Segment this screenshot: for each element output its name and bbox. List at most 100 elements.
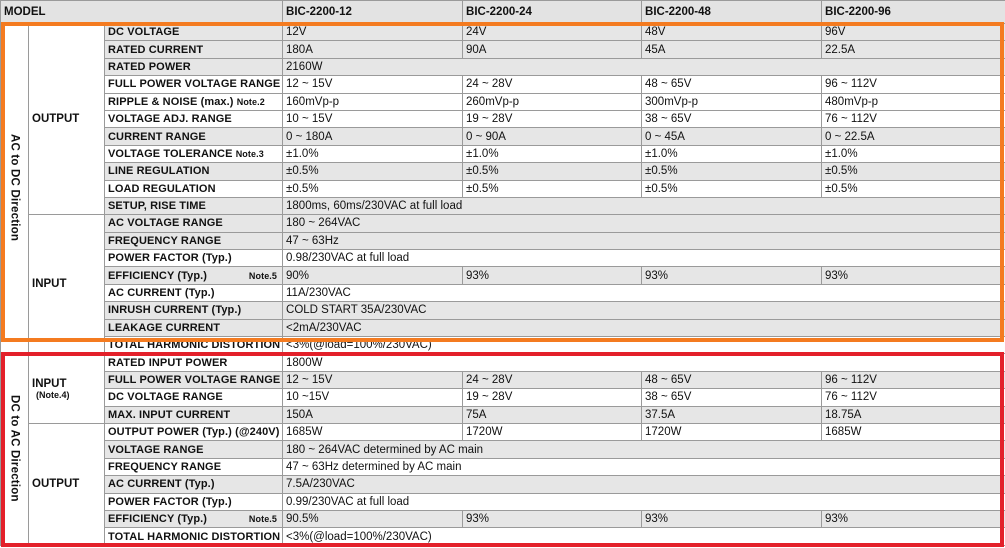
row-label: POWER FACTOR (Typ.) <box>103 492 284 511</box>
cell-value: COLD START 35A/230VAC <box>282 301 1005 320</box>
row-label: RIPPLE & NOISE (max.) Note.2 <box>103 92 284 111</box>
cell-value: 7.5A/230VAC <box>282 475 1005 494</box>
cell-value: 11A/230VAC <box>282 283 1005 303</box>
cell-value: 45A <box>641 40 823 59</box>
cell-value: 0 ~ 45A <box>641 127 823 146</box>
cell-value: ±0.5% <box>462 179 643 198</box>
cell-value: 18.75A <box>821 405 1005 424</box>
row-label: DC VOLTAGE RANGE <box>103 388 284 407</box>
cell-value: ±0.5% <box>282 179 464 198</box>
table-row: AC CURRENT (Typ.) 11A/230VAC <box>1 283 1005 303</box>
cell-value: 93% <box>641 509 823 529</box>
cell-value: 47 ~ 63Hz <box>282 231 1005 251</box>
cell-value: 2160W <box>282 57 1005 77</box>
cell-value: 0.98/230VAC at full load <box>282 249 1005 268</box>
row-label: FULL POWER VOLTAGE RANGE <box>103 75 284 94</box>
cell-value: 93% <box>641 266 823 285</box>
group-label-input: INPUT <box>28 214 105 355</box>
cell-value: 12V <box>282 22 464 42</box>
cell-value: 12 ~ 15V <box>282 370 464 390</box>
row-label: TOTAL HARMONIC DISTORTION <box>103 336 284 355</box>
table-row: AC to DC Direction OUTPUT DC VOLTAGE 12V… <box>0 22 1005 355</box>
table-row: TOTAL HARMONIC DISTORTION <3%(@load=100%… <box>1 527 1005 546</box>
cell-value: ±0.5% <box>821 162 1005 181</box>
cell-value: 90% <box>282 266 464 285</box>
group-note: (Note.4) <box>36 389 70 400</box>
cell-value: 75A <box>462 405 643 424</box>
table-row: RIPPLE & NOISE (max.) Note.2 160mVp-p 26… <box>1 92 1005 111</box>
cell-value: ±1.0% <box>821 144 1005 164</box>
table-row: DC to AC Direction INPUT (Note.4) RATED I… <box>0 353 1005 546</box>
row-label: OUTPUT POWER (Typ.) (@240V) <box>103 422 284 442</box>
cell-value: 150A <box>282 405 464 424</box>
cell-value: 47 ~ 63Hz determined by AC main <box>282 457 1005 477</box>
cell-value: 37.5A <box>641 405 823 424</box>
cell-value: 24V <box>462 22 643 42</box>
cell-value: 96 ~ 112V <box>821 370 1005 390</box>
note-ref: Note.5 <box>248 270 278 281</box>
cell-value: <2mA/230VAC <box>282 318 1005 338</box>
cell-value: 0 ~ 22.5A <box>821 127 1005 146</box>
row-label: DC VOLTAGE <box>103 22 284 42</box>
row-label: LEAKAGE CURRENT <box>103 318 284 338</box>
cell-value: 160mVp-p <box>282 92 464 111</box>
table-row: OUTPUT OUTPUT POWER (Typ.) (@240V) 1685W… <box>1 422 1005 546</box>
cell-value: <3%(@load=100%/230VAC) <box>282 336 1005 355</box>
cell-value: 260mVp-p <box>462 92 643 111</box>
row-label: AC CURRENT (Typ.) <box>103 283 284 303</box>
note-ref: Note.5 <box>248 514 278 525</box>
cell-value: 480mVp-p <box>821 92 1005 111</box>
table-row: LEAKAGE CURRENT <2mA/230VAC <box>1 318 1005 338</box>
cell-value: 1685W <box>821 422 1005 442</box>
cell-value: 24 ~ 28V <box>462 75 643 94</box>
row-label: SETUP, RISE TIME <box>103 196 284 216</box>
cell-value: ±0.5% <box>641 162 823 181</box>
model-name: BIC-2200-24 <box>462 0 643 24</box>
table-row: VOLTAGE ADJ. RANGE 10 ~ 15V 19 ~ 28V 38 … <box>1 109 1005 129</box>
table-row: FULL POWER VOLTAGE RANGE 12 ~ 15V 24 ~ 2… <box>1 370 1005 390</box>
row-label: FREQUENCY RANGE <box>103 231 284 251</box>
cell-value: ±0.5% <box>282 162 464 181</box>
row-label: RATED INPUT POWER <box>103 353 284 372</box>
table-row: INPUT AC VOLTAGE RANGE 180 ~ 264VAC <box>1 214 1005 355</box>
cell-value: 19 ~ 28V <box>462 388 643 407</box>
row-label: FREQUENCY RANGE <box>103 457 284 477</box>
table-row: INRUSH CURRENT (Typ.) COLD START 35A/230… <box>1 301 1005 320</box>
table-row: RATED CURRENT 180A 90A 45A 22.5A <box>1 40 1005 59</box>
cell-value: ±0.5% <box>462 162 643 181</box>
row-label: MAX. INPUT CURRENT <box>103 405 284 424</box>
cell-value: 300mVp-p <box>641 92 823 111</box>
table-row: EFFICIENCY (Typ.) Note.5 90% 93% 93% 93% <box>1 266 1005 285</box>
cell-value: 38 ~ 65V <box>641 388 823 407</box>
cell-value: <3%(@load=100%/230VAC) <box>282 527 1005 546</box>
cell-value: 24 ~ 28V <box>462 370 643 390</box>
note-ref: Note.3 <box>235 148 264 159</box>
cell-value: 48V <box>641 22 823 42</box>
cell-value: 1800ms, 60ms/230VAC at full load <box>282 196 1005 216</box>
cell-value: ±1.0% <box>282 144 464 164</box>
cell-value: 93% <box>821 266 1005 285</box>
row-label: RATED CURRENT <box>103 40 284 59</box>
cell-value: 12 ~ 15V <box>282 75 464 94</box>
cell-value: ±1.0% <box>462 144 643 164</box>
table-row: POWER FACTOR (Typ.) 0.99/230VAC at full … <box>1 492 1005 511</box>
model-label: MODEL <box>0 0 284 24</box>
cell-value: 90A <box>462 40 643 59</box>
direction-label-dc-ac: DC to AC Direction <box>0 353 29 546</box>
row-label: POWER FACTOR (Typ.) <box>103 249 284 268</box>
row-label: RATED POWER <box>103 57 284 77</box>
model-name: BIC-2200-48 <box>641 0 823 24</box>
row-label: VOLTAGE RANGE <box>103 440 284 459</box>
model-name: BIC-2200-12 <box>282 0 464 24</box>
cell-value: 0 ~ 180A <box>282 127 464 146</box>
table-row: FREQUENCY RANGE 47 ~ 63Hz <box>1 231 1005 251</box>
row-label: EFFICIENCY (Typ.) Note.5 <box>103 266 284 285</box>
cell-value: 93% <box>462 266 643 285</box>
table-row: SETUP, RISE TIME 1800ms, 60ms/230VAC at … <box>1 196 1005 216</box>
group-label-output: OUTPUT <box>28 22 105 216</box>
row-label: TOTAL HARMONIC DISTORTION <box>103 527 284 546</box>
row-label: AC VOLTAGE RANGE <box>103 214 284 233</box>
row-label: LINE REGULATION <box>103 162 284 181</box>
table-row: TOTAL HARMONIC DISTORTION <3%(@load=100%… <box>1 336 1005 355</box>
cell-value: 19 ~ 28V <box>462 109 643 129</box>
